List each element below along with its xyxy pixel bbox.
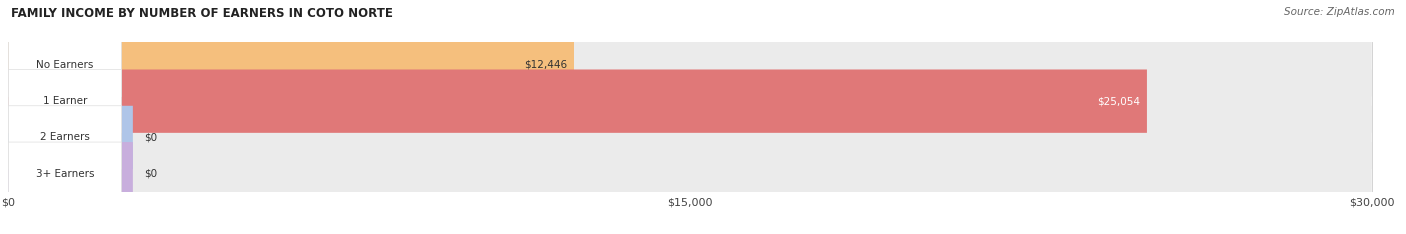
FancyBboxPatch shape: [8, 69, 1372, 133]
Text: No Earners: No Earners: [37, 60, 94, 70]
FancyBboxPatch shape: [8, 142, 1372, 205]
FancyBboxPatch shape: [8, 33, 1372, 97]
Text: 2 Earners: 2 Earners: [39, 132, 90, 143]
FancyBboxPatch shape: [8, 33, 121, 97]
FancyBboxPatch shape: [8, 142, 132, 205]
Text: $0: $0: [143, 132, 157, 143]
FancyBboxPatch shape: [8, 69, 1147, 133]
FancyBboxPatch shape: [8, 106, 1372, 169]
Text: 1 Earner: 1 Earner: [42, 96, 87, 106]
FancyBboxPatch shape: [8, 33, 574, 97]
FancyBboxPatch shape: [8, 106, 132, 169]
Text: $25,054: $25,054: [1097, 96, 1140, 106]
Text: 3+ Earners: 3+ Earners: [35, 169, 94, 179]
Text: FAMILY INCOME BY NUMBER OF EARNERS IN COTO NORTE: FAMILY INCOME BY NUMBER OF EARNERS IN CO…: [11, 7, 394, 20]
FancyBboxPatch shape: [8, 69, 121, 133]
Text: Source: ZipAtlas.com: Source: ZipAtlas.com: [1284, 7, 1395, 17]
Text: $0: $0: [143, 169, 157, 179]
Text: $12,446: $12,446: [524, 60, 567, 70]
FancyBboxPatch shape: [8, 142, 121, 205]
FancyBboxPatch shape: [8, 106, 121, 169]
